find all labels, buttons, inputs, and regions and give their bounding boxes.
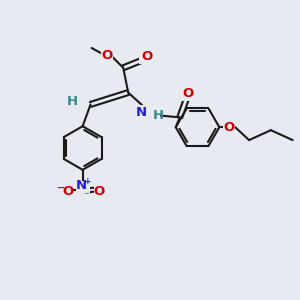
Bar <box>101 50 113 62</box>
Text: H: H <box>67 95 78 108</box>
Text: N: N <box>136 106 147 119</box>
Text: N: N <box>76 179 87 192</box>
Bar <box>59 186 73 198</box>
Bar <box>139 52 151 64</box>
Bar <box>94 186 105 198</box>
Text: O: O <box>141 50 153 63</box>
Bar <box>140 105 160 119</box>
Text: O: O <box>182 87 193 100</box>
Bar <box>223 121 235 133</box>
Bar <box>76 181 90 193</box>
Bar <box>182 90 194 101</box>
Text: H: H <box>153 109 164 122</box>
Text: O: O <box>62 185 74 198</box>
Text: −: − <box>57 183 65 193</box>
Text: O: O <box>102 50 113 62</box>
Text: O: O <box>224 121 235 134</box>
Text: +: + <box>84 177 92 186</box>
Text: O: O <box>94 185 105 198</box>
